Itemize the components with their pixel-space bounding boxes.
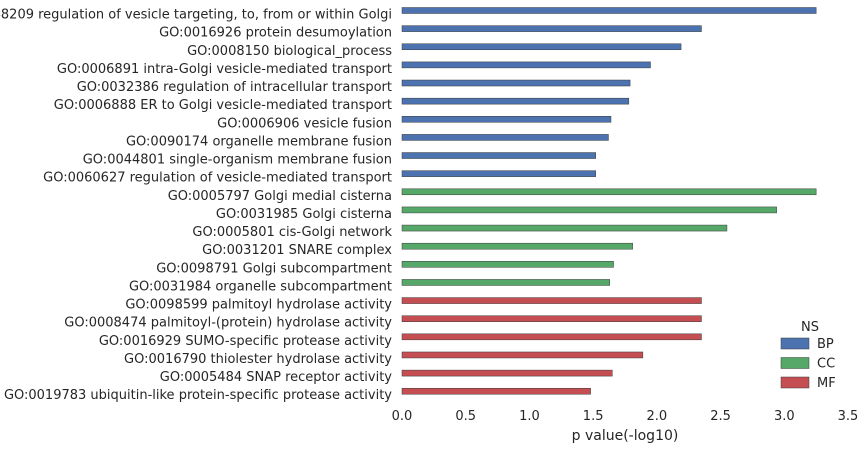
x-tick-label: 1.0 xyxy=(519,409,540,424)
bar-cc-13 xyxy=(401,242,633,250)
y-tick-label: GO:0006906 vesicle fusion xyxy=(217,116,392,131)
bar-cc-12 xyxy=(401,224,728,232)
y-tick-label: GO:0031985 Golgi cisterna xyxy=(216,207,392,222)
bar-bp-0 xyxy=(401,7,817,14)
y-tick-label: GO:0016929 SUMO-specific protease activi… xyxy=(99,334,392,349)
x-tick-label: 2.5 xyxy=(710,409,731,424)
y-tick-label: GO:0098791 Golgi subcompartment xyxy=(156,261,392,276)
y-tick-label: GO:0006891 intra-Golgi vesicle-mediated … xyxy=(57,62,392,77)
bar-bp-7 xyxy=(401,134,609,141)
x-axis-label: p value(-log10) xyxy=(572,428,679,444)
y-tick-label: GO:0090174 organelle membrane fusion xyxy=(126,134,392,149)
y-tick-label: GO:0019783 ubiquitin-like protein-specif… xyxy=(4,388,392,403)
y-tick-label: GO:0016926 protein desumoylation xyxy=(159,26,392,41)
y-tick-label: GO:0031201 SNARE complex xyxy=(202,243,392,258)
y-tick-label: GO:0031984 organelle subcompartment xyxy=(129,279,392,294)
y-tick-label: GO:0048209 regulation of vesicle targeti… xyxy=(0,8,392,23)
x-tick-label: 3.5 xyxy=(838,409,859,424)
x-tick-labels: 0.0 0.5 1.0 1.5 2.0 2.5 3.0 3.5 xyxy=(392,409,859,424)
x-tick-label: 2.0 xyxy=(647,409,668,424)
x-tick-label: 1.5 xyxy=(583,409,604,424)
y-tick-label: GO:0044801 single-organism membrane fusi… xyxy=(83,153,392,168)
legend: NS BP CC MF xyxy=(780,320,836,391)
y-tick-label: GO:0005797 Golgi medial cisterna xyxy=(168,189,392,204)
legend-swatch-mf xyxy=(780,376,810,389)
legend-entries: BP CC MF xyxy=(780,337,836,391)
y-tick-label: GO:0032386 regulation of intracellular t… xyxy=(77,80,392,95)
legend-label-cc: CC xyxy=(817,357,835,372)
bar-bp-9 xyxy=(401,170,596,177)
bar-mf-17 xyxy=(401,315,702,322)
bar-bp-4 xyxy=(401,79,631,87)
bars-layer xyxy=(401,7,817,395)
y-tick-label: GO:0008474 palmitoyl-(protein) hydrolase… xyxy=(64,316,392,331)
bar-mf-16 xyxy=(401,297,702,304)
y-tick-label: GO:0008150 biological_process xyxy=(187,44,392,59)
bar-bp-6 xyxy=(401,116,612,123)
bar-bp-1 xyxy=(401,25,702,32)
legend-label-bp: BP xyxy=(817,337,834,352)
bar-mf-18 xyxy=(401,333,702,341)
x-tick-label: 3.0 xyxy=(774,409,795,424)
legend-swatch-cc xyxy=(780,357,810,369)
y-tick-labels: GO:0048209 regulation of vesicle targeti… xyxy=(0,8,392,404)
bar-cc-14 xyxy=(401,261,614,268)
bar-mf-20 xyxy=(401,369,613,377)
bar-bp-2 xyxy=(401,43,682,51)
y-tick-label: GO:0098599 palmitoyl hydrolase activity xyxy=(125,298,392,313)
bar-mf-19 xyxy=(401,351,644,359)
legend-swatch-bp xyxy=(780,337,810,350)
bar-mf-21 xyxy=(401,387,591,395)
y-tick-label: GO:0005801 cis-Golgi network xyxy=(192,225,392,240)
y-tick-label: GO:0060627 regulation of vesicle-mediate… xyxy=(43,171,392,186)
bar-bp-5 xyxy=(401,97,630,105)
legend-label-mf: MF xyxy=(817,376,836,391)
bar-cc-15 xyxy=(401,279,610,286)
bar-cc-11 xyxy=(401,206,777,214)
bar-bp-3 xyxy=(401,61,651,69)
x-tick-label: 0.5 xyxy=(455,409,476,424)
y-tick-label: GO:0005484 SNAP receptor activity xyxy=(160,370,393,385)
legend-title: NS xyxy=(801,320,819,335)
y-tick-label: GO:0016790 thiolester hydrolase activity xyxy=(124,352,392,367)
y-tick-label: GO:0006888 ER to Golgi vesicle-mediated … xyxy=(54,98,392,113)
x-tick-label: 0.0 xyxy=(392,409,413,424)
bar-bp-8 xyxy=(401,152,596,159)
bar-cc-10 xyxy=(401,188,817,196)
